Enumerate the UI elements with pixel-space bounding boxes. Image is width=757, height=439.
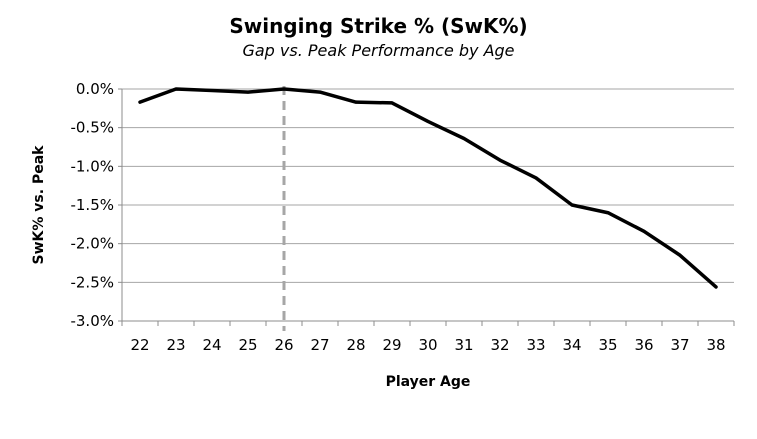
y-tick-label: -2.0% xyxy=(70,235,114,253)
data-point xyxy=(534,176,538,180)
x-tick-label: 38 xyxy=(706,336,725,354)
y-tick-label: -1.5% xyxy=(70,196,114,214)
data-point xyxy=(138,100,142,104)
data-point xyxy=(678,253,682,257)
x-tick-label: 36 xyxy=(634,336,653,354)
x-tick-label: 28 xyxy=(346,336,365,354)
data-point xyxy=(462,136,466,140)
y-tick-label: -1.0% xyxy=(70,157,114,175)
x-tick-labels: 22 23 24 25 26 27 28 29 30 31 32 33 34 35 36 37 38 xyxy=(130,336,725,354)
data-point xyxy=(210,89,214,93)
data-point xyxy=(354,100,358,104)
chart-subtitle: Gap vs. Peak Performance by Age xyxy=(242,41,515,60)
y-tick-labels: 0.0% -0.5% -1.0% -1.5% -2.0% -2.5% -3.0% xyxy=(70,80,114,330)
x-tick-label: 26 xyxy=(274,336,293,354)
x-tick-label: 29 xyxy=(382,336,401,354)
data-point xyxy=(570,203,574,207)
y-tick-label: 0.0% xyxy=(76,80,114,98)
series-line xyxy=(138,87,718,289)
data-point xyxy=(642,229,646,233)
x-tick-label: 24 xyxy=(202,336,221,354)
data-point xyxy=(246,90,250,94)
x-tick-label: 22 xyxy=(130,336,149,354)
data-point xyxy=(426,119,430,123)
y-tick-label: -2.5% xyxy=(70,273,114,291)
x-axis-title: Player Age xyxy=(386,374,471,390)
data-point xyxy=(174,87,178,91)
series-group xyxy=(138,87,718,289)
x-tick-label: 37 xyxy=(670,336,689,354)
x-tick-label: 33 xyxy=(526,336,545,354)
data-point xyxy=(282,87,286,91)
y-axis-title: SwK% vs. Peak xyxy=(31,145,47,265)
x-tick-label: 30 xyxy=(418,336,437,354)
data-point xyxy=(390,101,394,105)
chart-title: Swinging Strike % (SwK%) xyxy=(229,14,528,38)
x-tick-label: 32 xyxy=(490,336,509,354)
axes xyxy=(118,88,735,326)
gridlines xyxy=(122,88,734,322)
data-point xyxy=(606,211,610,215)
x-tick-label: 25 xyxy=(238,336,257,354)
x-tick-label: 35 xyxy=(598,336,617,354)
data-point xyxy=(714,285,718,289)
y-tick-label: -0.5% xyxy=(70,119,114,137)
x-tick-label: 34 xyxy=(562,336,581,354)
data-point xyxy=(498,158,502,162)
data-point xyxy=(318,90,322,94)
y-tick-label: -3.0% xyxy=(70,312,114,330)
x-tick-label: 23 xyxy=(166,336,185,354)
x-tick-label: 27 xyxy=(310,336,329,354)
x-tick-label: 31 xyxy=(454,336,473,354)
